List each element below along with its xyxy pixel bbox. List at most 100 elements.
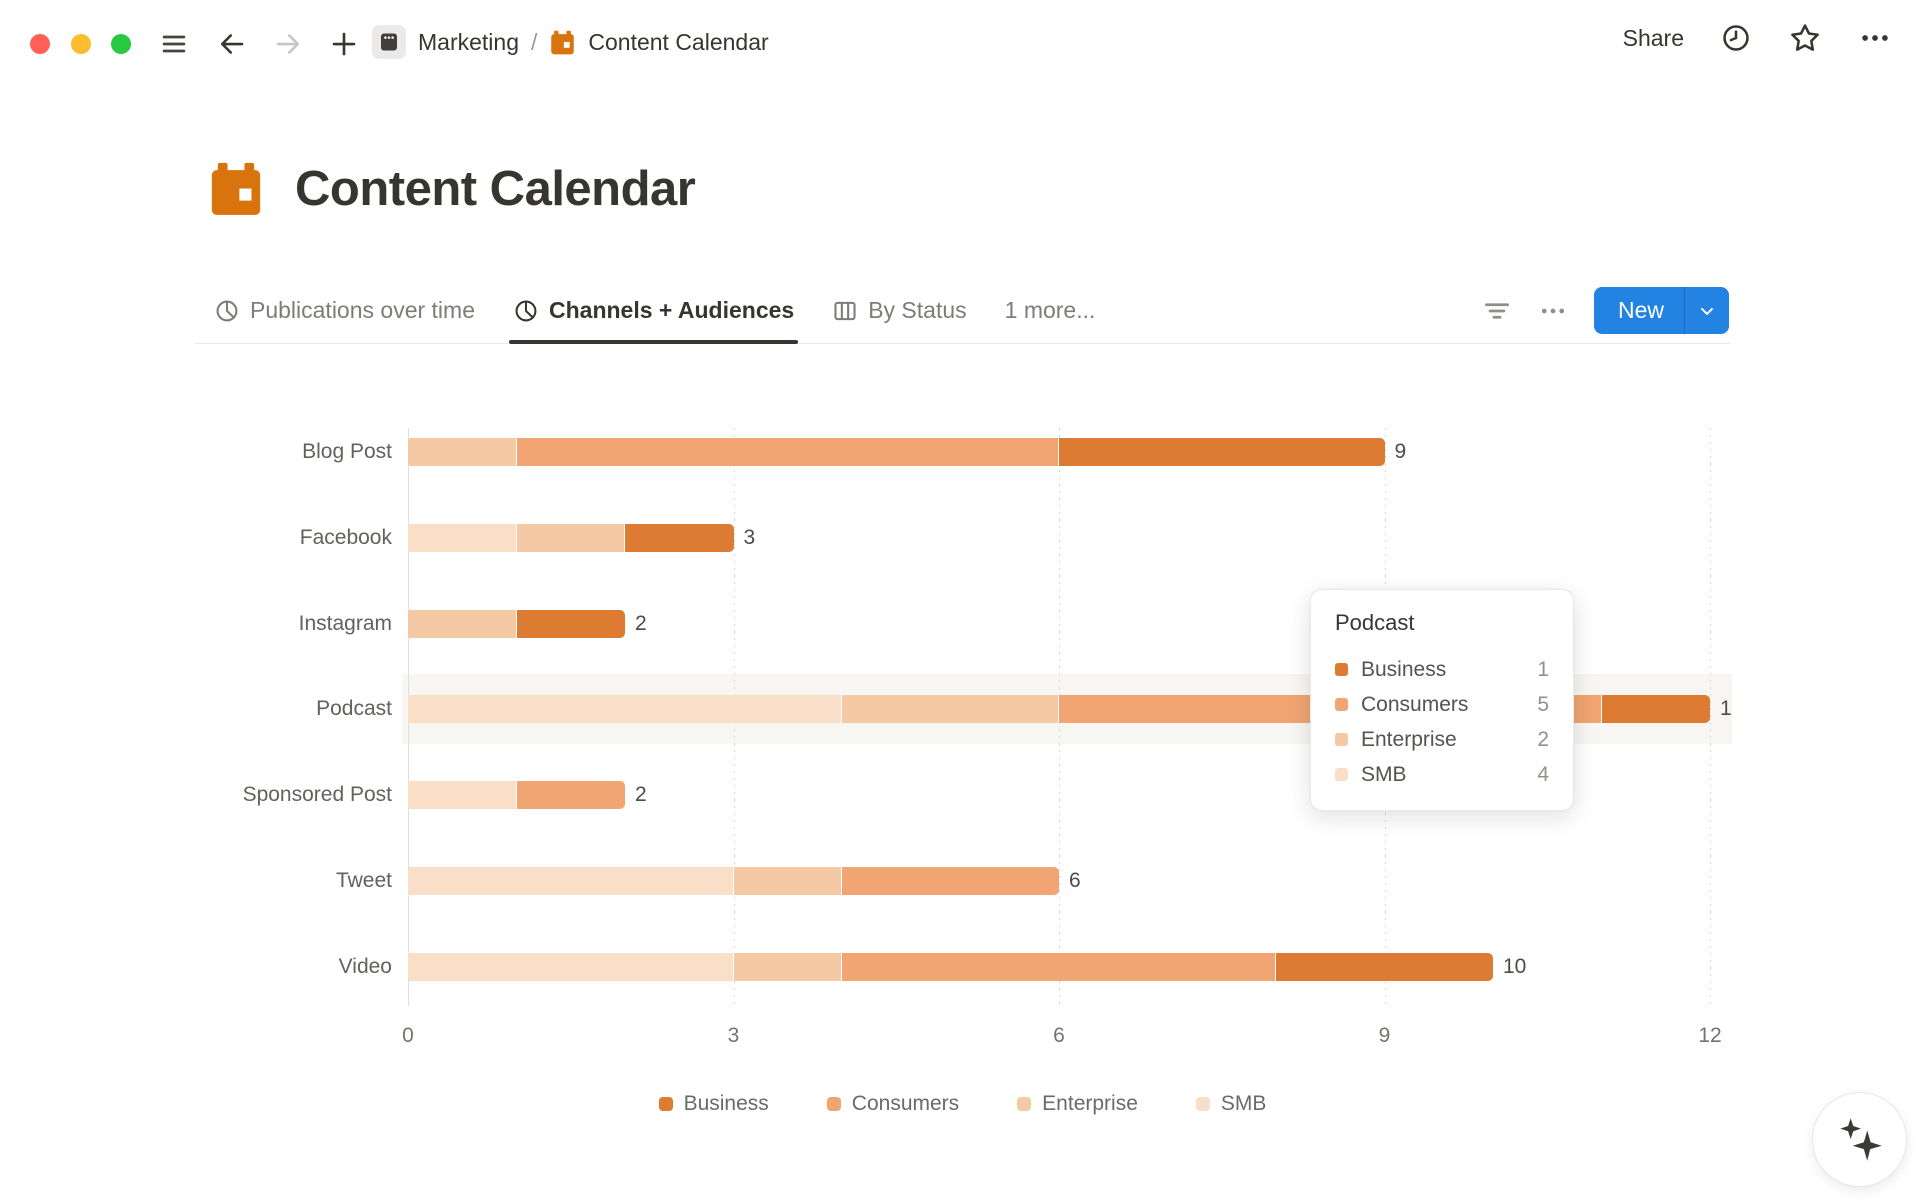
page-title-icon[interactable] [207, 160, 265, 218]
bar-total-label: 9 [1394, 440, 1407, 463]
bar-segment-consumers[interactable] [842, 867, 1059, 895]
view-options-button[interactable] [1538, 296, 1568, 326]
button-divider [1684, 287, 1685, 334]
stacked-bar[interactable] [408, 867, 1059, 895]
category-label: Facebook [299, 525, 392, 549]
sidebar-menu-button[interactable] [156, 26, 192, 62]
tooltip-series-value: 2 [1537, 727, 1549, 751]
tooltip-series-value: 1 [1537, 657, 1549, 681]
window-minimize-button[interactable] [71, 34, 91, 54]
bar-segment-smb[interactable] [408, 781, 517, 810]
stacked-bar[interactable] [408, 523, 734, 552]
bar-segment-enterprise[interactable] [842, 695, 1059, 724]
category-label: Instagram [298, 611, 392, 635]
bar-segment-enterprise[interactable] [516, 523, 625, 552]
legend-item-enterprise[interactable]: Enterprise [1017, 1092, 1138, 1116]
bar-segment-enterprise[interactable] [408, 609, 517, 638]
tooltip-series-label: Business [1361, 657, 1447, 681]
legend-label: Business [683, 1092, 769, 1115]
new-page-button[interactable] [326, 26, 362, 62]
breadcrumb-workspace[interactable]: Marketing [418, 28, 519, 55]
legend-item-business[interactable]: Business [658, 1092, 769, 1116]
nav-back-button[interactable] [214, 26, 250, 62]
bar-segment-business[interactable] [516, 609, 625, 638]
legend-label: SMB [1220, 1092, 1267, 1115]
calendar-icon [211, 162, 261, 215]
more-options-button[interactable] [1858, 21, 1892, 55]
window-zoom-button[interactable] [111, 34, 131, 54]
bar-row[interactable]: 2 [408, 781, 647, 810]
bar-segment-consumers[interactable] [842, 952, 1276, 981]
board-glyph-icon [381, 33, 397, 51]
legend-item-smb[interactable]: SMB [1195, 1092, 1267, 1116]
bar-row[interactable]: 10 [408, 952, 1526, 981]
new-dropdown-button[interactable] [1685, 287, 1729, 334]
new-button[interactable]: New [1617, 297, 1664, 323]
x-axis-tick-label: 9 [1378, 1024, 1391, 1047]
bar-segment-smb[interactable] [408, 695, 842, 724]
chevron-down-icon [1701, 307, 1713, 315]
share-button[interactable]: Share [1622, 24, 1684, 51]
page-title[interactable]: Content Calendar [295, 162, 696, 216]
calendar-icon [551, 30, 575, 54]
category-label: Tweet [335, 869, 392, 892]
hamburger-icon [162, 35, 186, 53]
view-tabs-bar: Publications over time Channels + Audien… [195, 278, 1730, 344]
marketing-page-icon[interactable] [372, 25, 406, 59]
stacked-bar[interactable] [408, 438, 1385, 466]
bar-segment-business[interactable] [1059, 438, 1385, 466]
bar-segment-consumers[interactable] [516, 781, 625, 810]
bar-segment-consumers[interactable] [516, 438, 1059, 466]
x-axis-tick-label: 3 [727, 1024, 740, 1047]
tooltip-series-value: 4 [1537, 762, 1549, 786]
legend-swatch-icon [1195, 1097, 1210, 1111]
stacked-bar[interactable] [408, 609, 625, 638]
tooltip-row: SMB 4 [1335, 757, 1549, 792]
tab-by-status[interactable]: By Status [832, 278, 967, 343]
bar-segment-enterprise[interactable] [733, 867, 842, 895]
bar-segment-business[interactable] [1601, 695, 1710, 724]
tab-label: 1 more... [1004, 297, 1096, 323]
stacked-bar[interactable] [408, 781, 625, 810]
notion-ai-button[interactable] [1812, 1092, 1907, 1187]
tooltip-row: Enterprise 2 [1335, 722, 1549, 757]
tab-label: By Status [868, 297, 967, 323]
bar-segment-enterprise[interactable] [733, 952, 842, 981]
bar-total-label: 2 [635, 611, 647, 635]
favorite-button[interactable] [1788, 21, 1822, 55]
updates-button[interactable] [1720, 22, 1752, 54]
bar-segment-enterprise[interactable] [408, 438, 517, 466]
window-top-bar: Marketing / Content Calendar Share [0, 0, 1920, 72]
nav-forward-button[interactable] [270, 26, 306, 62]
bar-row[interactable]: 6 [408, 867, 1081, 895]
window-close-button[interactable] [30, 34, 50, 54]
breadcrumb-page[interactable]: Content Calendar [588, 28, 769, 55]
category-label: Blog Post [302, 440, 392, 463]
bar-segment-business[interactable] [1276, 952, 1493, 981]
sparkles-icon [1839, 1117, 1882, 1161]
stacked-bar[interactable] [408, 952, 1493, 981]
calendar-page-icon [549, 29, 576, 56]
bar-row[interactable]: 9 [408, 438, 1406, 466]
tab-channels-audiences[interactable]: Channels + Audiences [508, 278, 799, 344]
category-label: Sponsored Post [242, 783, 392, 807]
tab-more-views[interactable]: 1 more... [1005, 278, 1096, 343]
tooltip-swatch-icon [1335, 698, 1348, 711]
tooltip-row: Consumers 5 [1335, 687, 1549, 722]
star-icon [1791, 24, 1819, 51]
bar-segment-smb[interactable] [408, 867, 734, 895]
tooltip-series-value: 5 [1537, 692, 1549, 716]
filter-button[interactable] [1482, 296, 1512, 326]
tooltip-series-label: SMB [1361, 762, 1407, 786]
bar-segment-smb[interactable] [408, 952, 734, 981]
bar-segment-smb[interactable] [408, 523, 517, 552]
x-axis-tick-label: 12 [1698, 1024, 1722, 1047]
bar-row[interactable]: 2 [408, 609, 647, 638]
pie-chart-icon [515, 300, 537, 321]
legend-label: Consumers [851, 1092, 960, 1115]
tooltip-swatch-icon [1335, 663, 1348, 676]
legend-item-consumers[interactable]: Consumers [826, 1092, 960, 1116]
bar-segment-business[interactable] [625, 523, 734, 552]
tab-publications-over-time[interactable]: Publications over time [214, 278, 475, 343]
bar-row[interactable]: 3 [408, 523, 755, 552]
